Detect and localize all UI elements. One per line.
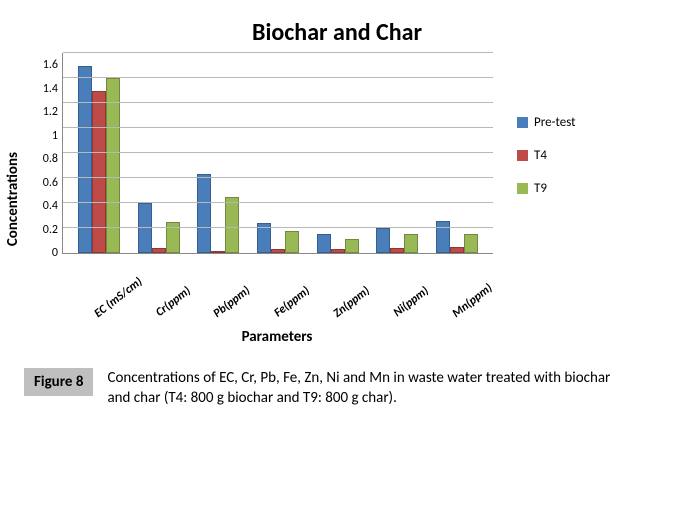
figure-badge: Figure 8 <box>24 368 93 396</box>
figure-container: Biochar and Char Concentrations 1.6 1.4 1.… <box>0 0 674 510</box>
legend-item: T4 <box>517 148 576 163</box>
bar <box>464 234 478 253</box>
bar <box>436 221 450 254</box>
legend-swatch <box>517 183 528 194</box>
x-tick-label: Cr(ppm) <box>151 284 193 321</box>
chart-body: Concentrations 1.6 1.4 1.2 1 0.8 0.6 0.4 0.2 0 E… <box>0 53 674 346</box>
bar <box>285 231 299 254</box>
bar <box>404 234 418 253</box>
bar <box>390 248 404 253</box>
bar-group <box>317 234 359 253</box>
bar <box>92 91 106 254</box>
legend-label: T4 <box>534 148 547 163</box>
x-axis-label: Parameters <box>62 328 492 346</box>
plot-column: 1.61.41.210.80.60.40.20 EC (mS/cm)Cr(ppm… <box>32 53 493 346</box>
gridline <box>63 152 493 153</box>
bar <box>211 251 225 253</box>
gridline <box>63 77 493 78</box>
bar <box>345 239 359 253</box>
bar-groups <box>63 53 493 253</box>
y-tick: 0.6 <box>32 177 58 189</box>
y-axis-ticks: 1.61.41.210.80.60.40.20 <box>32 53 62 253</box>
bar-group <box>376 228 418 253</box>
x-tick-label: Zn(ppm) <box>331 284 373 321</box>
y-tick: 1 <box>32 130 58 142</box>
gridline <box>63 102 493 103</box>
y-tick: 0.2 <box>32 224 58 236</box>
bar <box>450 247 464 253</box>
gridline <box>63 177 493 178</box>
legend-item: Pre-test <box>517 115 576 130</box>
gridline <box>63 227 493 228</box>
bar <box>317 234 331 253</box>
y-tick: 0.4 <box>32 200 58 212</box>
bar <box>78 66 92 254</box>
y-axis-label: Concentrations <box>0 152 32 246</box>
x-tick-label: EC (mS/cm) <box>92 284 134 321</box>
bar <box>271 249 285 253</box>
legend-label: Pre-test <box>534 115 576 130</box>
gridline <box>63 52 493 53</box>
bar-group <box>78 66 120 254</box>
bar <box>331 249 345 253</box>
y-tick: 1.6 <box>32 59 58 71</box>
figure-caption: Concentrations of EC, Cr, Pb, Fe, Zn, Ni… <box>107 368 617 409</box>
bar-group <box>436 221 478 254</box>
y-tick: 1.2 <box>32 106 58 118</box>
plot-area <box>62 53 493 254</box>
bar <box>225 197 239 253</box>
gridline <box>63 202 493 203</box>
legend-swatch <box>517 117 528 128</box>
x-tick-label: Ni(ppm) <box>390 284 432 321</box>
bar-group <box>138 203 180 253</box>
x-tick-label: Pb(ppm) <box>211 284 253 321</box>
plot-row: 1.61.41.210.80.60.40.20 <box>32 53 493 254</box>
legend: Pre-test T4 T9 <box>493 53 576 196</box>
caption-row: Figure 8 Concentrations of EC, Cr, Pb, F… <box>0 346 674 409</box>
x-tick-label: Fe(ppm) <box>271 284 313 321</box>
bar <box>152 248 166 253</box>
x-labels-wrap: EC (mS/cm)Cr(ppm)Pb(ppm)Fe(ppm)Zn(ppm)Ni… <box>62 254 493 316</box>
y-tick: 0 <box>32 247 58 259</box>
legend-item: T9 <box>517 181 576 196</box>
bar <box>376 228 390 253</box>
x-tick-label: Mn(ppm) <box>450 284 492 321</box>
y-tick: 1.4 <box>32 83 58 95</box>
x-axis-labels: EC (mS/cm)Cr(ppm)Pb(ppm)Fe(ppm)Zn(ppm)Ni… <box>62 254 492 274</box>
bar-group <box>197 174 239 253</box>
legend-swatch <box>517 150 528 161</box>
bar <box>138 203 152 253</box>
legend-label: T9 <box>534 181 547 196</box>
y-tick: 0.8 <box>32 153 58 165</box>
chart-title: Biochar and Char <box>0 0 674 53</box>
bar <box>197 174 211 253</box>
gridline <box>63 127 493 128</box>
